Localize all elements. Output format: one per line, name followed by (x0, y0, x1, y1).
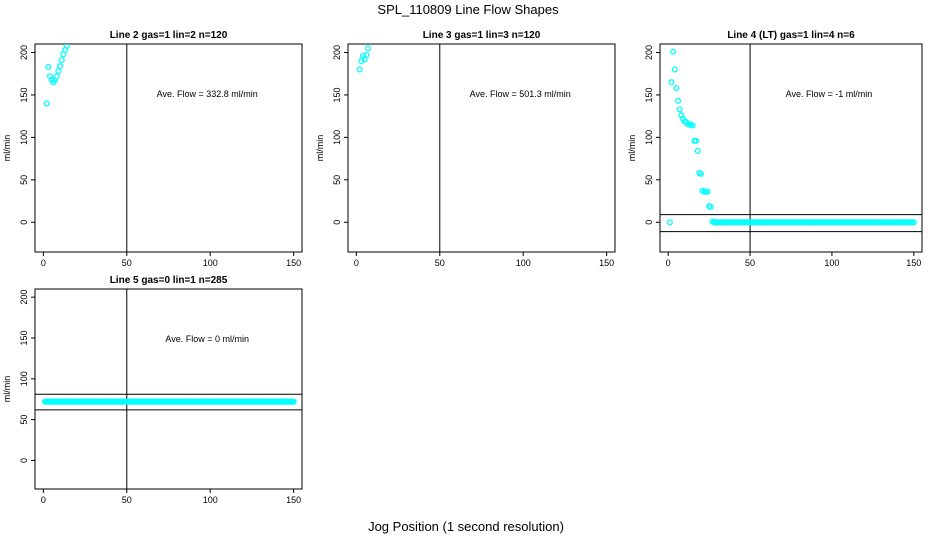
x-tick-label: 0 (354, 258, 359, 268)
data-series (356, 45, 372, 73)
chart-title: Line 3 gas=1 lin=3 n=120 (423, 30, 541, 41)
x-tick-label: 150 (906, 258, 921, 268)
data-point (290, 398, 297, 405)
x-tick-label: 100 (824, 258, 839, 268)
y-axis-label: ml/min (2, 135, 12, 162)
data-point (364, 45, 372, 52)
x-tick-label: 100 (203, 495, 218, 505)
data-point (53, 73, 60, 80)
x-tick-label: 0 (41, 258, 46, 268)
data-point (704, 188, 711, 195)
x-tick-label: 50 (435, 258, 445, 268)
x-tick-label: 100 (203, 258, 218, 268)
data-point (363, 51, 370, 59)
ave-flow-annotation: Ave. Flow = 501.3 ml/min (470, 89, 571, 99)
chart-panel-4: Line 5 gas=0 lin=1 n=285 0 50 100 150 0 50 100 1… (2, 275, 303, 505)
y-tick-label: 0 (332, 220, 342, 225)
chart-panel-2: Line 3 gas=1 lin=3 n=120 0 50 100 150 0 50 100 1… (315, 30, 616, 268)
plot-frame (34, 288, 303, 490)
x-tick-label: 50 (122, 495, 132, 505)
y-tick-label: 150 (332, 87, 342, 102)
data-point (676, 106, 683, 113)
chart-title: Line 2 gas=1 lin=2 n=120 (110, 30, 228, 41)
y-tick-label: 50 (19, 175, 29, 185)
plot-frame (659, 43, 923, 253)
data-series (666, 48, 917, 226)
plot-frame (347, 43, 616, 253)
data-point (673, 85, 680, 92)
figure-title: SPL_110809 Line Flow Shapes (377, 2, 559, 17)
x-tick-label: 0 (666, 258, 671, 268)
y-axis-label: ml/min (627, 135, 637, 162)
y-tick-label: 150 (19, 330, 29, 345)
x-tick-label: 150 (599, 258, 614, 268)
ave-flow-annotation: Ave. Flow = 0 ml/min (165, 334, 249, 344)
x-tick-label: 0 (41, 495, 46, 505)
data-point (674, 97, 682, 104)
x-tick-label: 50 (745, 258, 755, 268)
data-point (910, 219, 917, 226)
data-point (666, 219, 673, 226)
data-point (43, 100, 50, 107)
y-tick-label: 200 (332, 45, 342, 60)
y-axis-label: ml/min (315, 135, 325, 162)
data-point (58, 57, 65, 64)
y-tick-label: 0 (19, 458, 29, 463)
y-tick-label: 200 (644, 45, 654, 60)
x-tick-label: 150 (286, 495, 301, 505)
y-tick-label: 0 (19, 220, 29, 225)
data-series (41, 398, 297, 405)
data-point (63, 44, 70, 49)
data-point (707, 203, 714, 211)
y-tick-label: 50 (644, 175, 654, 185)
data-point (671, 66, 678, 73)
y-tick-label: 100 (19, 130, 29, 145)
data-point (694, 147, 701, 155)
chart-title: Line 4 (LT) gas=1 lin=4 n=6 (727, 30, 855, 41)
y-tick-label: 200 (19, 290, 29, 305)
chart-panel-1: Line 2 gas=1 lin=2 n=120 0 50 100 150 0 50 100 1… (2, 30, 303, 268)
y-tick-label: 100 (332, 130, 342, 145)
data-point (689, 122, 696, 129)
data-point (670, 48, 677, 55)
figure-xlabel: Jog Position (1 second resolution) (368, 519, 564, 534)
data-series (43, 44, 70, 107)
data-point (45, 63, 52, 70)
y-tick-label: 50 (19, 415, 29, 425)
chart-panel-3: Line 4 (LT) gas=1 lin=4 n=6 0 50 100 150 0 50 1… (627, 30, 923, 268)
y-tick-label: 150 (19, 87, 29, 102)
data-point (56, 63, 64, 70)
y-tick-label: 100 (644, 130, 654, 145)
data-point (697, 170, 704, 177)
x-tick-label: 100 (516, 258, 531, 268)
data-point (692, 137, 700, 144)
y-tick-label: 150 (644, 87, 654, 102)
x-tick-label: 50 (122, 258, 132, 268)
data-point (356, 66, 363, 73)
x-tick-label: 150 (286, 258, 301, 268)
data-point (668, 79, 675, 86)
chart-title: Line 5 gas=0 lin=1 n=285 (110, 275, 228, 286)
ave-flow-annotation: Ave. Flow = -1 ml/min (786, 89, 873, 99)
chart-panels: Line 2 gas=1 lin=2 n=120 0 50 100 150 0 50 100 1… (2, 30, 923, 505)
y-tick-label: 100 (19, 371, 29, 386)
y-axis-label: ml/min (2, 376, 12, 403)
y-tick-label: 200 (19, 45, 29, 60)
data-point (55, 68, 62, 75)
ave-flow-annotation: Ave. Flow = 332.8 ml/min (157, 89, 258, 99)
y-tick-label: 0 (644, 220, 654, 225)
y-tick-label: 50 (332, 175, 342, 185)
plot-frame (34, 43, 303, 253)
